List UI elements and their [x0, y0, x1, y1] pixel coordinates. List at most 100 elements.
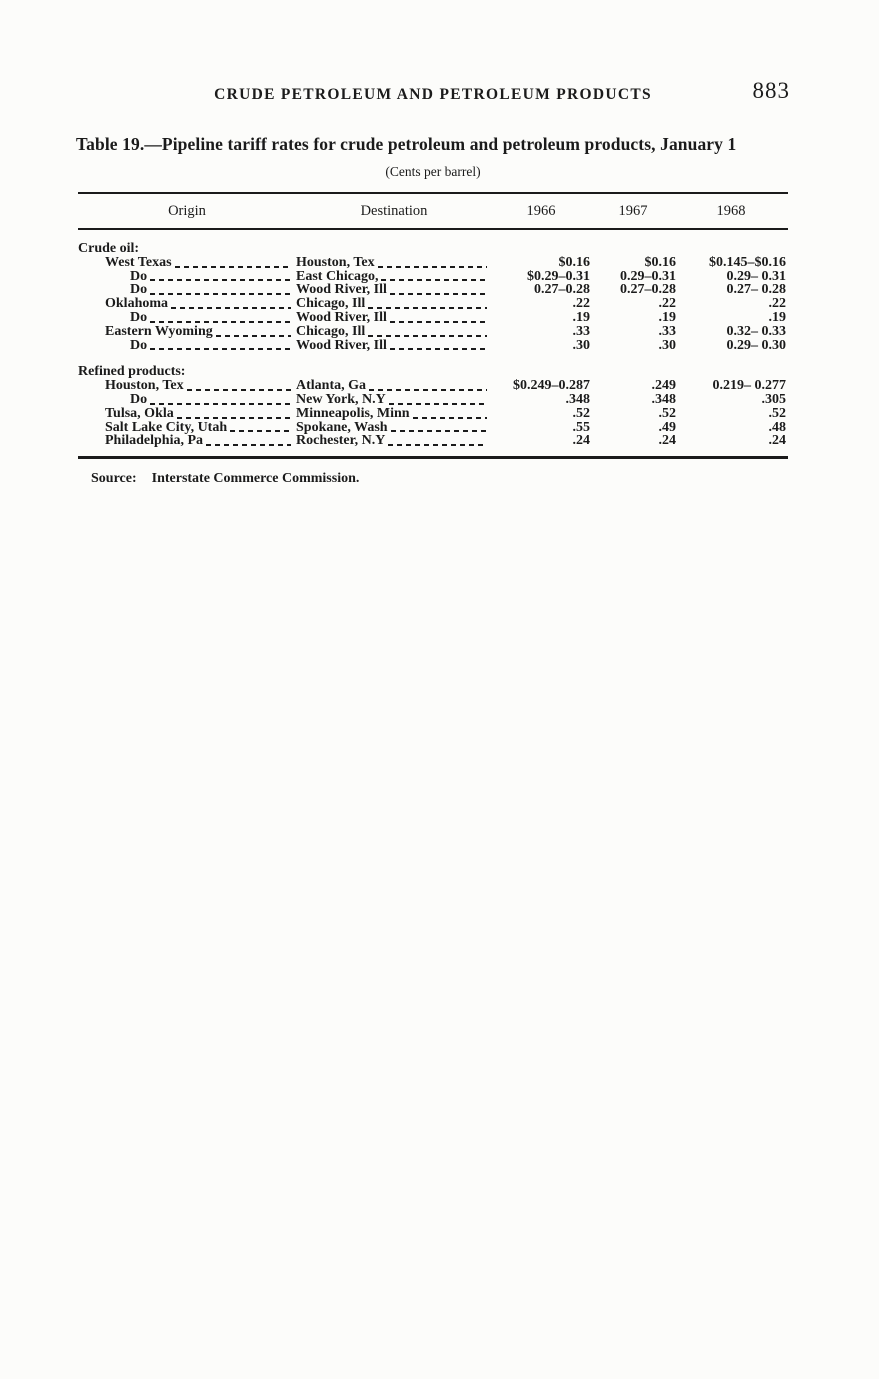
section-label: Refined products: — [78, 364, 186, 380]
dot-leader — [412, 407, 488, 421]
origin-text: Do — [130, 309, 148, 325]
rate-1966: .52 — [572, 405, 591, 421]
rate-1968: 0.219– 0.277 — [712, 378, 787, 394]
rate-1966: .30 — [572, 337, 591, 353]
table-row: Do Wood River, Ill 0.27–0.28 0.27–0.28 0.27–… — [78, 283, 788, 297]
rate-1966: .24 — [572, 433, 591, 449]
rate-1967: .22 — [658, 296, 677, 312]
dot-leader — [174, 256, 292, 270]
origin-text: Houston, Tex — [105, 378, 184, 394]
destination-text: Houston, Tex — [296, 254, 375, 270]
section-label: Crude oil: — [78, 241, 140, 256]
rate-1967: .19 — [658, 309, 677, 325]
origin-text: Do — [130, 268, 148, 284]
dot-leader — [389, 311, 488, 325]
dot-leader — [377, 256, 488, 270]
destination-cell: Chicago, Ill — [296, 297, 492, 311]
destination-text: Chicago, Ill — [296, 296, 366, 312]
destination-cell: Wood River, Ill — [296, 283, 492, 297]
dot-leader — [390, 421, 488, 435]
dot-leader — [369, 379, 487, 393]
column-header-1967: 1967 — [618, 202, 648, 219]
dot-leader — [389, 339, 488, 353]
rate-1967: 0.27–0.28 — [620, 282, 676, 298]
rate-1967: .49 — [658, 419, 677, 435]
destination-cell: Minneapolis, Minn — [296, 405, 492, 421]
dot-leader — [150, 393, 291, 407]
table-row: Houston, Tex Atlanta, Ga $0.249–0.287 .249 0… — [78, 379, 788, 393]
table-title: Table 19.—Pipeline tariff rates for crud… — [76, 134, 737, 154]
dot-leader — [206, 434, 291, 448]
rate-1967: $0.16 — [644, 254, 677, 270]
rate-1966: .22 — [572, 296, 591, 312]
rate-1966: .19 — [572, 309, 591, 325]
destination-text: Spokane, Wash — [296, 419, 388, 435]
destination-cell: Atlanta, Ga — [296, 379, 492, 393]
origin-cell: Do — [78, 268, 296, 284]
rate-1966: .348 — [565, 391, 591, 407]
origin-text: Philadelphia, Pa — [105, 433, 204, 449]
dot-leader — [150, 270, 291, 284]
destination-text: Wood River, Ill — [296, 309, 387, 325]
rate-1968: 0.32– 0.33 — [726, 323, 787, 339]
destination-text: Wood River, Ill — [296, 337, 387, 353]
rate-1968: 0.27– 0.28 — [726, 282, 787, 298]
source-label: Source: — [91, 471, 137, 487]
destination-text: Wood River, Ill — [296, 282, 387, 298]
table-row: Philadelphia, Pa Rochester, N.Y .24 .24 .24 — [78, 434, 788, 448]
rate-1968: $0.145–$0.16 — [709, 254, 786, 270]
origin-cell: Do — [78, 283, 296, 297]
table-row: Do East Chicago, $0.29–0.31 0.29–0.31 0.29– … — [78, 268, 788, 284]
rate-1968: 0.29– 0.31 — [726, 268, 787, 284]
destination-cell: New York, N.Y — [296, 393, 492, 407]
column-header-1968: 1968 — [716, 202, 746, 219]
destination-cell: Wood River, Ill — [296, 311, 492, 325]
rate-1968: .22 — [768, 296, 787, 312]
dot-leader — [215, 325, 292, 339]
table-subtitle: (Cents per barrel) — [385, 164, 481, 179]
table-row: Do New York, N.Y .348 .348 .305 — [78, 393, 788, 407]
dot-leader — [381, 270, 487, 284]
origin-text: West Texas — [105, 254, 172, 270]
rate-1968: .19 — [768, 309, 787, 325]
rate-1967: 0.29–0.31 — [620, 268, 676, 284]
dot-leader — [230, 421, 291, 435]
running-head: CRUDE PETROLEUM AND PETROLEUM PRODUCTS — [214, 86, 652, 103]
rate-1968: 0.29– 0.30 — [726, 337, 787, 353]
rate-1966: .33 — [572, 323, 591, 339]
origin-cell: Do — [78, 338, 296, 353]
rate-1967: .30 — [658, 337, 677, 353]
table-section: Crude oil: West Texas Houston, Tex $0.16 $0.… — [78, 242, 788, 352]
destination-text: East Chicago, — [296, 268, 379, 284]
column-header-destination: Destination — [360, 202, 428, 219]
destination-text: Minneapolis, Minn — [296, 405, 410, 421]
table-header-rule — [78, 228, 788, 230]
table-row: Salt Lake City, Utah Spokane, Wash .55 .49.… — [78, 419, 788, 435]
destination-text: New York, N.Y — [296, 391, 386, 407]
dot-leader — [388, 434, 487, 448]
dot-leader — [150, 339, 291, 353]
origin-cell: Houston, Tex — [78, 379, 296, 393]
rate-1967: .348 — [651, 391, 677, 407]
destination-text: Atlanta, Ga — [296, 378, 366, 394]
rate-1966: 0.27–0.28 — [534, 282, 590, 298]
origin-cell: Salt Lake City, Utah — [78, 420, 296, 435]
origin-cell: Philadelphia, Pa — [78, 434, 296, 448]
rate-1967: .24 — [658, 433, 677, 449]
table-top-rule — [78, 192, 788, 194]
origin-cell: Do — [78, 311, 296, 325]
origin-text: Do — [130, 391, 148, 407]
dot-leader — [368, 297, 487, 311]
rate-1967: .52 — [658, 405, 677, 421]
origin-cell: Do — [78, 393, 296, 407]
table-section: Refined products: Houston, Tex Atlanta, Ga… — [78, 365, 788, 448]
origin-text: Tulsa, Okla — [105, 405, 174, 421]
rate-1968: .48 — [768, 419, 787, 435]
dot-leader — [368, 325, 487, 339]
table-bottom-rule — [78, 456, 788, 460]
page-content: CRUDE PETROLEUM AND PETROLEUM PRODUCTS 8… — [76, 78, 789, 487]
destination-cell: Rochester, N.Y — [296, 434, 492, 448]
table-row: Do Wood River, Ill .30 .30 0.29– 0.30 — [78, 337, 788, 353]
column-header-1966: 1966 — [526, 202, 556, 219]
